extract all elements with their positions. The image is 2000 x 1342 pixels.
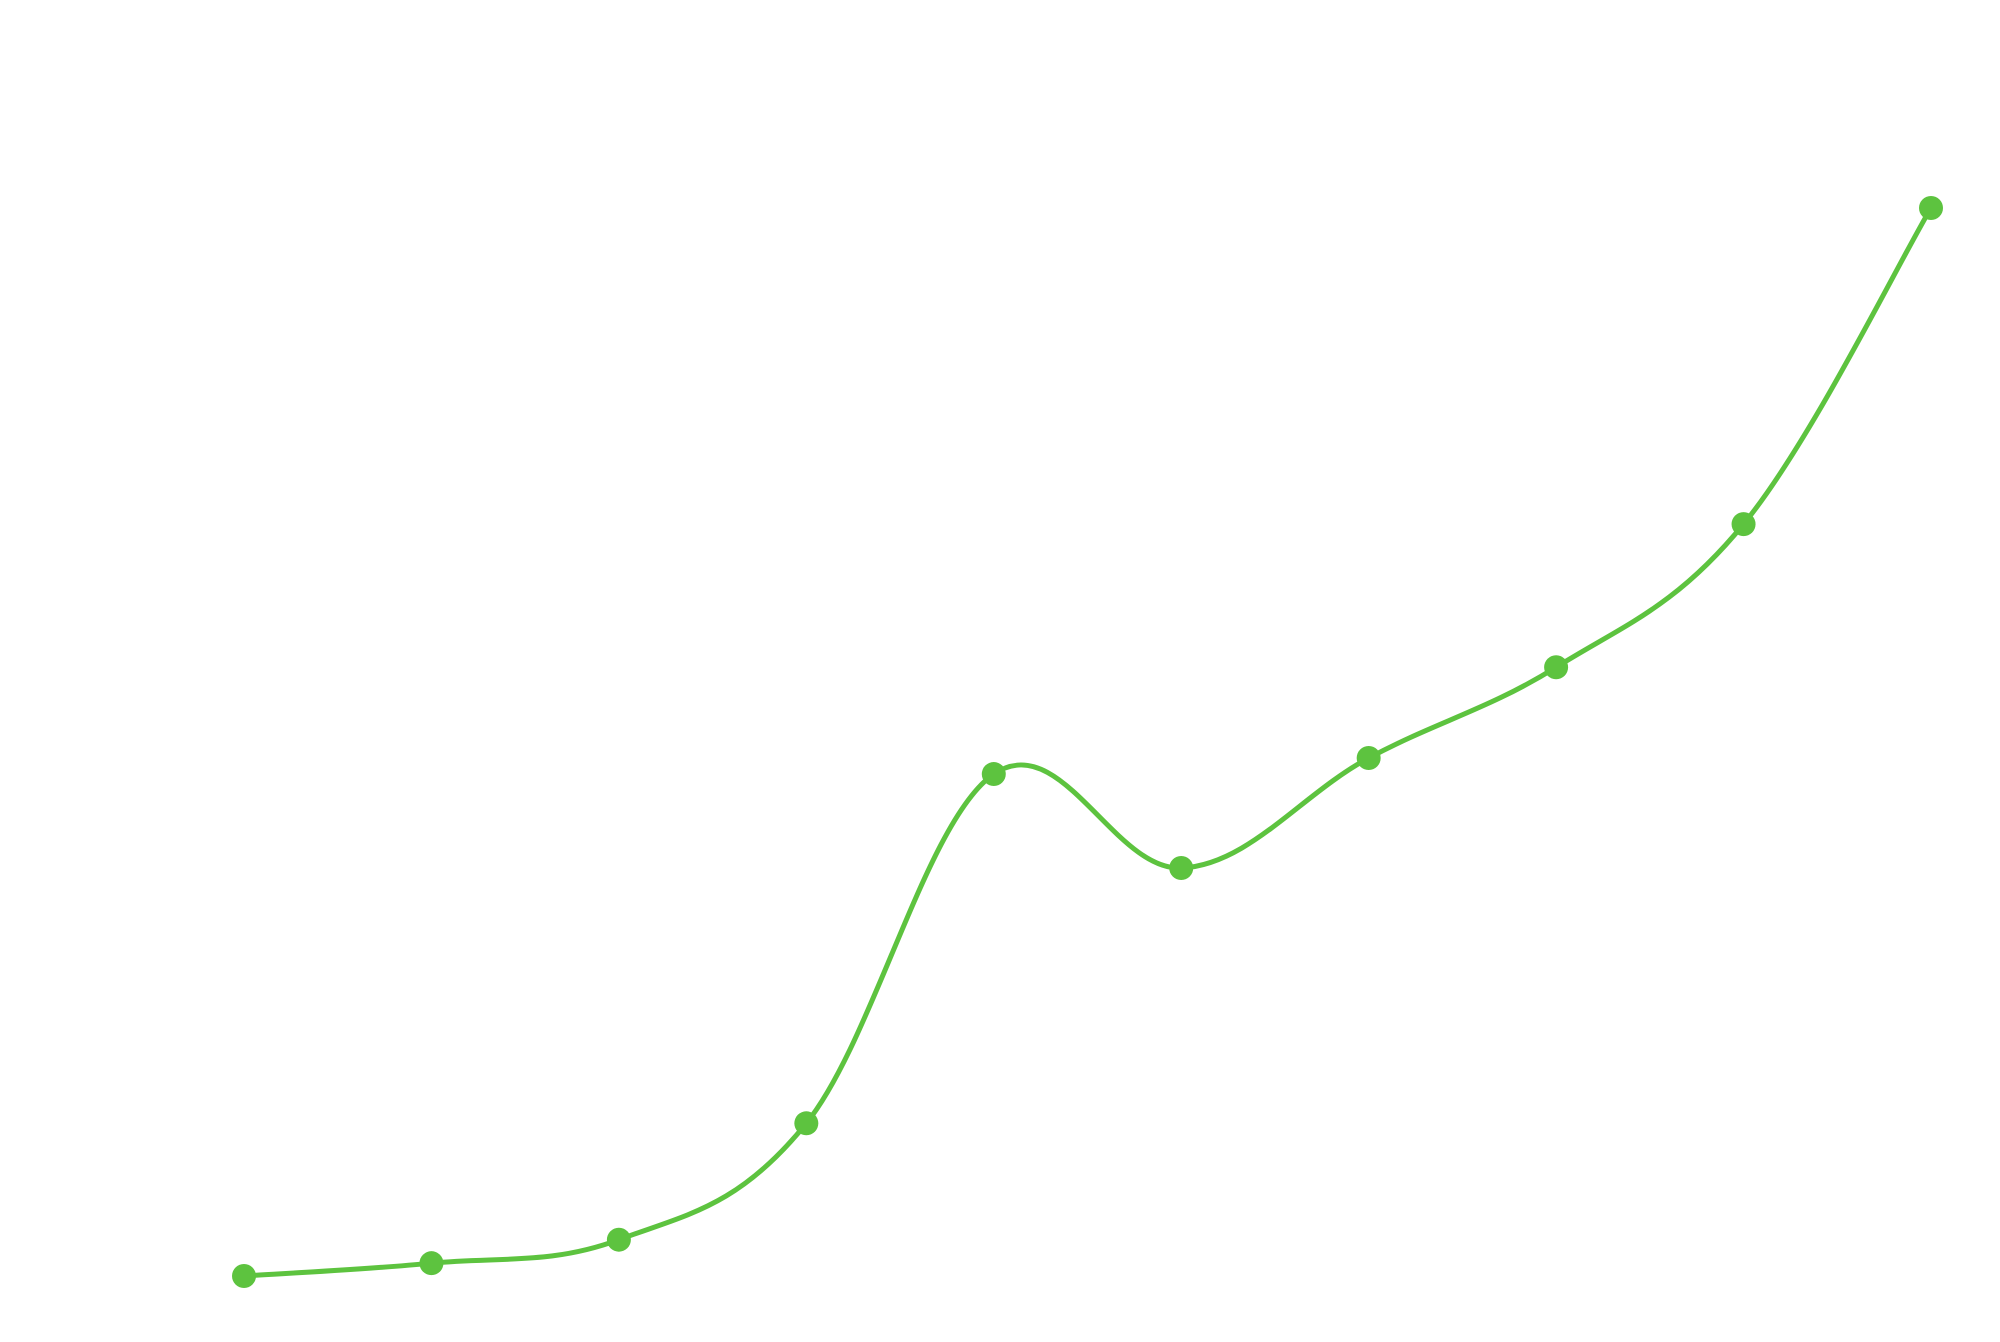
data-point-0-1 xyxy=(419,1251,444,1276)
series-layer xyxy=(232,196,1943,1288)
data-point-0-8 xyxy=(1731,512,1756,537)
data-point-0-3 xyxy=(794,1111,819,1136)
data-point-0-7 xyxy=(1544,655,1569,680)
data-point-0-6 xyxy=(1356,746,1381,771)
data-point-0-5 xyxy=(1169,856,1194,881)
data-point-0-4 xyxy=(981,762,1006,787)
series-line-0 xyxy=(241,205,1934,1279)
data-point-0-2 xyxy=(606,1227,631,1252)
data-point-0-9 xyxy=(1919,196,1943,220)
data-point-0-0 xyxy=(232,1264,256,1288)
